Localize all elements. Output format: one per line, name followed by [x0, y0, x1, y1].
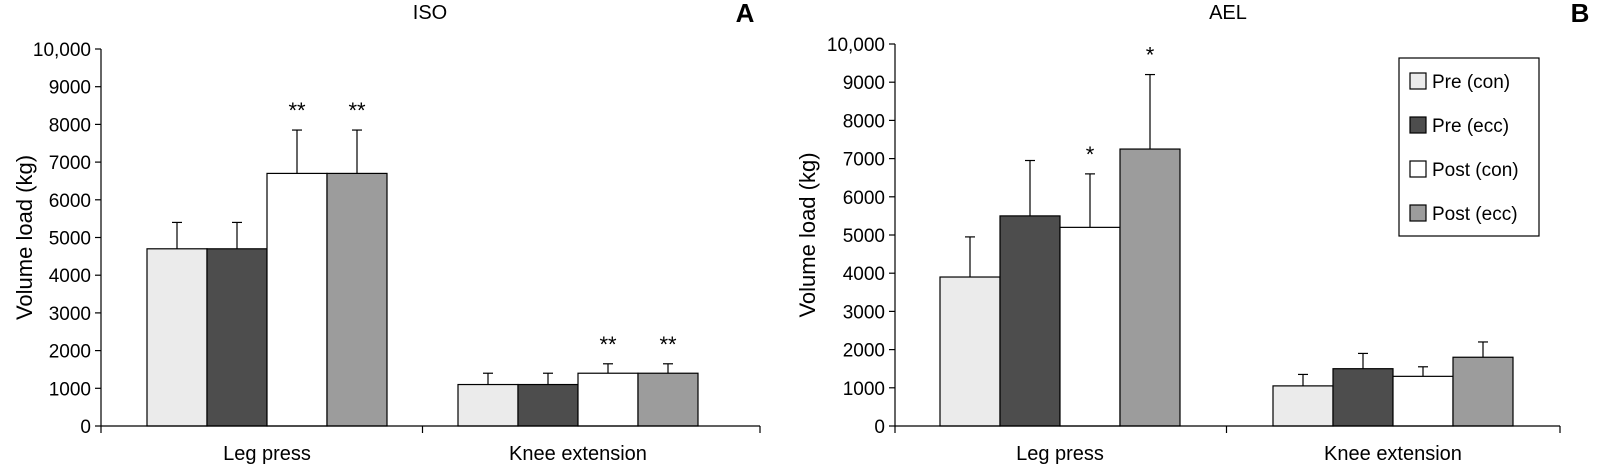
- panel-a-ytick-label: 0: [80, 417, 91, 438]
- legend-swatch: [1409, 204, 1427, 222]
- panel-a-bar-pre-con: [457, 383, 519, 427]
- panel-a-significance-marker: **: [288, 98, 306, 123]
- panel-a-bar-pre-ecc: [517, 383, 579, 427]
- panel-a-bar-post-con: [577, 372, 639, 427]
- legend-swatch: [1409, 160, 1427, 178]
- panel-b-ytick-label: 2000: [843, 341, 885, 362]
- panel-a-significance-marker: **: [599, 332, 617, 357]
- panel-a-ylabel: Volume load (kg): [12, 155, 37, 320]
- panel-b-bar-post-con: [1059, 226, 1121, 427]
- panel-a-ytick-label: 7000: [49, 153, 91, 174]
- panel-a-ytick-label: 9000: [49, 78, 91, 99]
- legend-swatch: [1409, 116, 1427, 134]
- legend-label: Post (con): [1432, 160, 1519, 181]
- panel-b-ytick-label: 7000: [843, 150, 885, 171]
- panel-b-ylabel: Volume load (kg): [795, 152, 820, 317]
- legend-swatch: [1409, 72, 1427, 90]
- panel-b-bar-pre-con: [1272, 385, 1334, 427]
- panel-a-ytick-label: 6000: [49, 191, 91, 212]
- panel-a-category-label: Knee extension: [509, 443, 647, 465]
- panel-b-bar-pre-ecc: [1332, 368, 1394, 427]
- panel-b-ytick-label: 3000: [843, 302, 885, 323]
- panel-b-ytick-label: 1000: [843, 379, 885, 400]
- panel-a-ytick-label: 1000: [49, 379, 91, 400]
- panel-b-ytick-label: 4000: [843, 264, 885, 285]
- panel-b-bar-post-ecc: [1452, 356, 1514, 427]
- panel-a-category-label: Leg press: [223, 443, 311, 465]
- panel-a-significance-marker: **: [348, 98, 366, 123]
- panel-b-significance-marker: *: [1086, 142, 1095, 167]
- legend-label: Post (ecc): [1432, 204, 1518, 225]
- panel-b-ytick-label: 5000: [843, 226, 885, 247]
- panel-a-title: ISO: [413, 2, 447, 24]
- panel-b-category-label: Leg press: [1016, 443, 1104, 465]
- panel-a-ytick-label: 5000: [49, 229, 91, 250]
- panel-b-ytick-label: 0: [874, 417, 885, 438]
- panel-a-bar-post-ecc: [637, 372, 699, 427]
- legend-label: Pre (ecc): [1432, 116, 1509, 137]
- panel-a-ytick-label: 3000: [49, 304, 91, 325]
- panel-b-bar-post-ecc: [1119, 148, 1181, 427]
- panel-b-title: AEL: [1209, 2, 1247, 24]
- panel-a-ytick-label: 4000: [49, 266, 91, 287]
- legend-label: Pre (con): [1432, 72, 1510, 93]
- panel-b-bar-post-con: [1392, 375, 1454, 427]
- panel-b-category-label: Knee extension: [1324, 443, 1462, 465]
- panel-a-ytick-label: 10,000: [33, 40, 91, 61]
- panel-a-letter: A: [736, 0, 755, 28]
- panel-b-bar-pre-ecc: [999, 215, 1061, 427]
- panel-a-ytick-label: 2000: [49, 342, 91, 363]
- panel-a-bar-post-con: [266, 172, 328, 427]
- panel-a-bar-post-ecc: [326, 172, 388, 427]
- panel-a-ytick-label: 8000: [49, 115, 91, 136]
- panel-b-letter: B: [1571, 0, 1590, 28]
- panel-b-ytick-label: 9000: [843, 73, 885, 94]
- panel-b-significance-marker: *: [1146, 43, 1155, 68]
- panel-a-bar-pre-ecc: [206, 248, 268, 427]
- panel-a-bar-pre-con: [146, 248, 208, 427]
- panel-a-significance-marker: **: [659, 332, 677, 357]
- panel-b-ytick-label: 6000: [843, 188, 885, 209]
- panel-b-bar-pre-con: [939, 276, 1001, 427]
- panel-b-ytick-label: 10,000: [827, 35, 885, 56]
- panel-b-ytick-label: 8000: [843, 111, 885, 132]
